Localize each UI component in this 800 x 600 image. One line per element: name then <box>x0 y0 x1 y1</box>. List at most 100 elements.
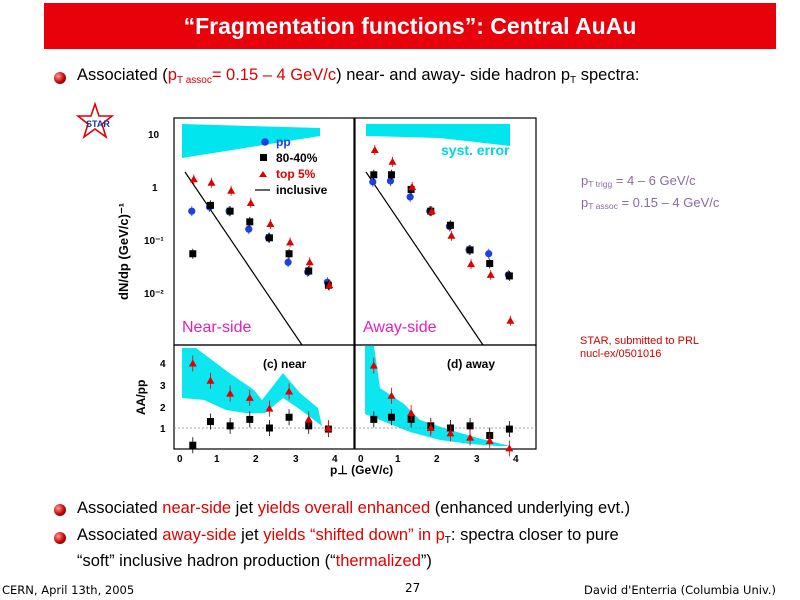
xtick-near: 1 <box>214 454 220 465</box>
legend-central: top 5% <box>276 167 316 181</box>
away-peripheral-point <box>446 221 454 229</box>
page-number: 27 <box>405 581 421 595</box>
xtick-near: 3 <box>293 454 299 465</box>
away-ratio-peripheral-point <box>505 425 513 433</box>
away-ratio-central-point <box>505 444 514 452</box>
b1-rest2: spectra: <box>576 66 640 84</box>
away-ratio-central-point <box>466 433 475 441</box>
xtick-near: 4 <box>332 454 338 465</box>
near-ratio-central-point <box>206 376 215 384</box>
near-ratio-peripheral-point <box>206 418 214 426</box>
away-ratio-peripheral-point <box>466 422 474 430</box>
away-ratio-central-point <box>426 424 435 431</box>
away-syst-band <box>366 124 510 146</box>
near-peripheral-point <box>285 250 293 258</box>
away-inclusive-line <box>365 171 484 346</box>
bullet-icon <box>54 532 66 544</box>
away-central-point <box>506 316 515 324</box>
b1-rest1: ) near- and away- side hadron <box>336 66 561 84</box>
near-central-point <box>286 238 295 246</box>
near-pp-point <box>245 225 253 233</box>
xtick-near: 0 <box>177 454 183 465</box>
near-ratio-band <box>182 348 322 426</box>
near-peripheral-point <box>206 201 214 209</box>
ytick-top: 1 <box>152 183 158 194</box>
away-ratio-band <box>365 346 510 446</box>
bullet-2-text: Associated near-side jet yields overall … <box>77 499 631 517</box>
ytick-ratio: 4 <box>160 359 166 370</box>
ratio-away-label: (d) away <box>447 357 495 371</box>
near-central-point <box>266 220 275 228</box>
b1-prefix: Associated ( <box>77 66 168 84</box>
near-central-point <box>207 178 216 186</box>
assoc-params: pT assoc = 0.15 – 4 GeV/c <box>581 195 720 211</box>
near-pp-point <box>188 207 196 215</box>
near-syst-band <box>182 124 320 158</box>
away-central-point <box>388 157 397 165</box>
away-central-point <box>427 207 436 215</box>
bullet-3-text: Associated away-side jet yields “shifted… <box>77 526 619 546</box>
near-central-point <box>305 258 314 266</box>
bullet-1-text: Associated (pT assoc= 0.15 – 4 GeV/c) ne… <box>77 66 640 86</box>
ytick-ratio: 2 <box>160 403 166 414</box>
near-ratio-central-point <box>188 359 197 367</box>
trigger-params: pT trigg = 4 – 6 GeV/c <box>581 173 696 189</box>
bullet-3-text-line2: “soft” inclusive hadron production (“the… <box>77 552 432 570</box>
near-peripheral-point <box>226 207 234 215</box>
svg-text:STAR: STAR <box>86 119 110 129</box>
near-ratio-peripheral-point <box>189 441 197 449</box>
near-central-point <box>227 186 236 194</box>
near-ratio-peripheral-point <box>246 415 254 423</box>
away-central-point <box>447 231 456 239</box>
y-axis-title-top: dN/dp (GeV/c)⁻¹ <box>116 203 131 300</box>
away-ratio-panel <box>354 344 537 450</box>
ytick-top: 10 <box>148 130 160 141</box>
ytick-ratio: 1 <box>160 424 166 435</box>
ytick-top: 10⁻² <box>144 289 164 300</box>
xtick-away: 0 <box>358 454 364 465</box>
ref-line2: nucl-ex/0501016 <box>580 348 662 360</box>
near-ratio-central-point <box>245 393 254 401</box>
away-pp-point <box>369 178 377 186</box>
near-ratio-central-point <box>304 415 313 423</box>
near-peripheral-point <box>305 267 313 275</box>
b1-ptassoc: pT assoc= 0.15 – 4 GeV/c <box>167 66 337 86</box>
away-ratio-central-point <box>369 361 378 369</box>
away-side-label: Away-side <box>363 319 437 336</box>
away-ratio-peripheral-point <box>387 413 395 421</box>
ytick-top: 10⁻¹ <box>144 236 164 247</box>
near-peripheral-point <box>265 234 273 242</box>
near-ratio-peripheral-point <box>226 422 234 430</box>
near-ratio-central-point <box>226 389 235 397</box>
near-inclusive-line <box>184 171 303 346</box>
ratio-near-label: (c) near <box>263 357 307 371</box>
near-side-label: Near-side <box>182 319 251 336</box>
away-ratio-central-point <box>485 436 494 444</box>
footer-right: David d'Enterria (Columbia Univ.) <box>584 583 777 597</box>
legend-pp: pp <box>276 135 291 149</box>
xtick-away: 2 <box>434 454 440 465</box>
away-ratio-central-point <box>387 391 396 399</box>
away-peripheral-point <box>466 246 474 254</box>
ref-line1: STAR, submitted to PRL <box>580 335 700 347</box>
away-central-point <box>467 260 476 268</box>
away-central-point <box>408 183 417 190</box>
legend-peripheral: 80-40% <box>276 151 318 165</box>
xtick-away: 4 <box>513 454 519 465</box>
near-ratio-peripheral-point <box>285 413 293 421</box>
away-pp-point <box>485 250 493 258</box>
away-central-point <box>486 270 495 278</box>
away-peripheral-point <box>505 272 513 280</box>
star-logo: STAR <box>75 101 115 140</box>
near-pp-point <box>284 258 292 266</box>
xtick-away: 1 <box>395 454 401 465</box>
near-central-point <box>189 175 198 183</box>
away-pp-point <box>386 177 395 185</box>
near-peripheral-point <box>246 218 254 226</box>
bullet-icon <box>54 504 66 516</box>
slide-title: “Fragmentation functions”: Central AuAu <box>44 3 776 49</box>
away-ratio-peripheral-point <box>370 415 378 423</box>
away-ratio-central-point <box>446 429 455 437</box>
xtick-away: 3 <box>474 454 480 465</box>
